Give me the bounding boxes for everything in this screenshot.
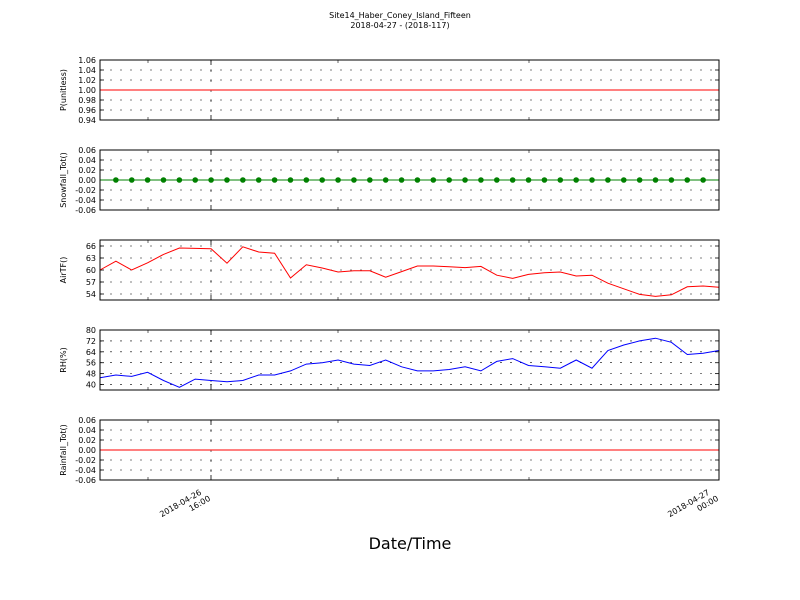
data-point (144, 177, 151, 183)
x-axis-label: Date/Time (368, 534, 452, 553)
y-tick-label: 60 (86, 266, 96, 275)
data-point (240, 177, 246, 183)
data-point (478, 177, 484, 183)
y-tick-label: 1.04 (78, 66, 96, 75)
data-point (668, 177, 675, 183)
series-line (99, 246, 720, 297)
y-tick-label: 57 (86, 278, 96, 287)
y-axis-label: RH(%) (59, 347, 68, 372)
y-tick-label: 64 (86, 348, 96, 357)
data-point (319, 177, 326, 183)
y-tick-label: 0.06 (78, 416, 96, 425)
data-point (224, 177, 230, 183)
data-point (430, 177, 437, 183)
y-axis-label: AirTF() (59, 257, 68, 284)
y-tick-label: 0.00 (78, 446, 96, 455)
y-tick-label: 56 (86, 359, 96, 368)
data-point (351, 177, 357, 183)
y-tick-label: 40 (86, 381, 96, 390)
data-point (335, 177, 341, 183)
data-point (620, 177, 627, 183)
data-point (382, 177, 389, 183)
data-point (525, 177, 532, 183)
data-point (652, 177, 659, 183)
panel-frame (99, 59, 720, 121)
data-point (446, 177, 452, 183)
y-axis-label: Rainfall_Tot() (59, 424, 68, 476)
data-point (255, 177, 262, 183)
series-line (99, 337, 720, 388)
data-point (414, 177, 421, 183)
data-point (636, 177, 643, 183)
y-axis-label: Snowfall_Tot() (59, 152, 68, 208)
y-tick-label: -0.04 (75, 466, 96, 475)
data-point (700, 177, 706, 183)
y-tick-label: 54 (86, 290, 96, 299)
y-tick-label: 0.04 (78, 426, 96, 435)
data-point (287, 177, 294, 183)
chart-subtitle: 2018-04-27 - (2018-117) (350, 21, 450, 30)
data-point (113, 177, 119, 183)
y-tick-label: 0.00 (78, 176, 96, 185)
y-tick-label: -0.06 (75, 476, 96, 485)
y-tick-label: 63 (86, 254, 96, 263)
data-point (605, 177, 611, 183)
data-point (589, 177, 595, 183)
y-tick-label: 0.94 (78, 116, 96, 125)
y-tick-label: 1.00 (78, 86, 96, 95)
y-tick-label: 1.06 (78, 56, 96, 65)
data-point (160, 177, 167, 183)
y-tick-label: 80 (86, 326, 96, 335)
y-tick-label: -0.06 (75, 206, 96, 215)
data-point (192, 177, 199, 183)
panel-frame (99, 149, 720, 211)
y-tick-label: 1.02 (78, 76, 96, 85)
data-point (398, 177, 405, 183)
data-point (573, 177, 579, 183)
y-tick-label: 0.98 (78, 96, 96, 105)
y-tick-label: -0.02 (75, 186, 96, 195)
y-axis-label: P(unitless) (59, 69, 68, 111)
y-tick-label: 48 (86, 370, 96, 379)
y-tick-label: 0.06 (78, 146, 96, 155)
data-point (684, 177, 691, 183)
panel-frame (99, 239, 720, 301)
y-tick-label: 0.96 (78, 106, 96, 115)
data-point (557, 177, 564, 183)
data-point (128, 177, 135, 183)
data-point (509, 177, 516, 183)
data-point (303, 177, 310, 183)
y-tick-label: 0.02 (78, 436, 96, 445)
data-point (367, 177, 373, 183)
chart-title: Site14_Haber_Coney_Island_Fifteen (329, 11, 471, 20)
data-point (176, 177, 183, 183)
y-tick-label: -0.02 (75, 456, 96, 465)
panel-frame (99, 329, 720, 391)
panel-frame (99, 419, 720, 481)
y-tick-label: 72 (86, 337, 96, 346)
y-tick-label: -0.04 (75, 196, 96, 205)
data-point (541, 177, 548, 183)
y-tick-label: 0.04 (78, 156, 96, 165)
data-point (208, 177, 214, 183)
y-tick-label: 66 (86, 242, 96, 251)
data-point (271, 177, 278, 183)
data-point (462, 177, 468, 183)
y-tick-label: 0.02 (78, 166, 96, 175)
data-point (493, 177, 500, 183)
